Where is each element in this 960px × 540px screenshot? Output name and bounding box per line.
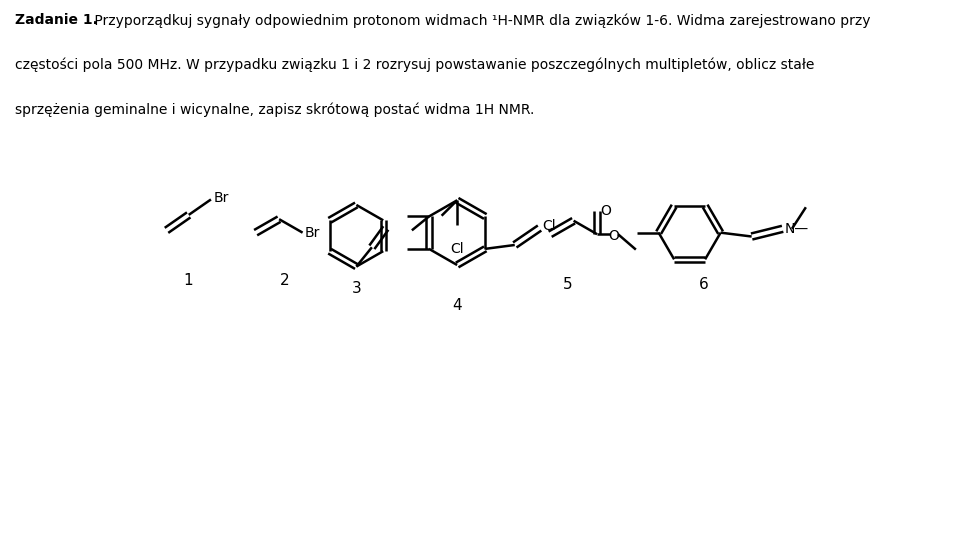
- Text: 2: 2: [280, 273, 290, 288]
- Text: Br: Br: [213, 191, 228, 205]
- Text: sprzężenia geminalne i wicynalne, zapisz skrótową postać widma 1H NMR.: sprzężenia geminalne i wicynalne, zapisz…: [15, 102, 535, 117]
- Text: częstości pola 500 MHz. W przypadku związku 1 i 2 rozrysuj powstawanie poszczegó: częstości pola 500 MHz. W przypadku zwią…: [15, 58, 815, 72]
- Text: N—: N—: [785, 222, 809, 236]
- Text: Cl: Cl: [541, 219, 556, 233]
- Text: 6: 6: [699, 276, 708, 292]
- Text: Cl: Cl: [450, 242, 464, 256]
- Text: 3: 3: [351, 281, 361, 295]
- Text: Br: Br: [305, 226, 321, 240]
- Text: O: O: [609, 229, 619, 243]
- Text: 1: 1: [183, 273, 193, 288]
- Text: Przyporządkuj sygnały odpowiednim protonom widmach ¹H-NMR dla związków 1-6. Widm: Przyporządkuj sygnały odpowiednim proton…: [90, 14, 871, 28]
- Text: O: O: [600, 204, 612, 218]
- Text: 5: 5: [564, 276, 573, 292]
- Text: 4: 4: [452, 298, 462, 313]
- Text: Zadanie 1.: Zadanie 1.: [15, 14, 98, 28]
